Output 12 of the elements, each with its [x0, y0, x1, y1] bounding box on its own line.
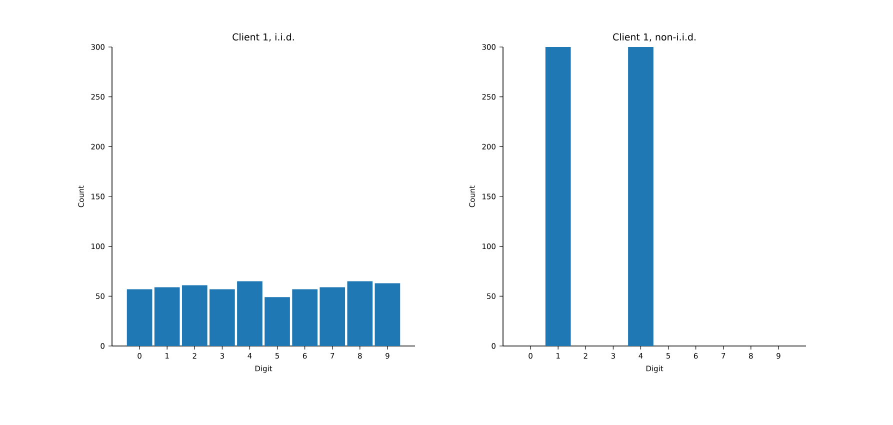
bar — [237, 281, 262, 346]
bar — [210, 289, 235, 346]
bar — [347, 281, 373, 346]
bar — [182, 285, 208, 346]
bar — [292, 289, 318, 346]
chart-title: Client 1, i.i.d. — [232, 33, 294, 42]
bar — [264, 297, 290, 346]
bar — [154, 287, 180, 346]
chart-title: Client 1, non-i.i.d. — [613, 33, 696, 42]
bar — [320, 287, 346, 346]
bar — [126, 289, 152, 346]
bar — [374, 283, 400, 346]
